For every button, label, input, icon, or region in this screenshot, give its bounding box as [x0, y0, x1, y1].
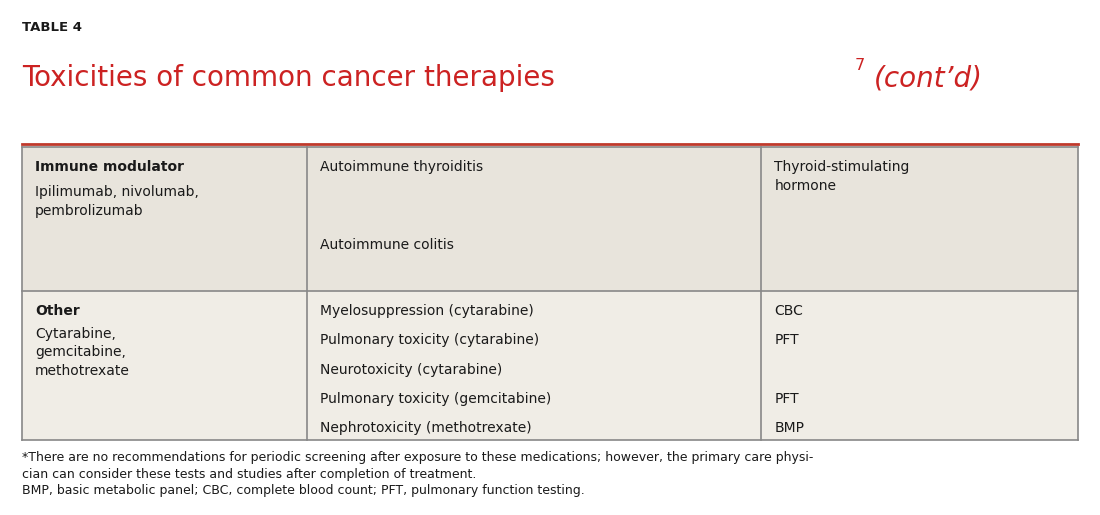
Text: Autoimmune colitis: Autoimmune colitis [320, 238, 454, 252]
Text: BMP, basic metabolic panel; CBC, complete blood count; PFT, pulmonary function t: BMP, basic metabolic panel; CBC, complet… [22, 484, 585, 497]
Text: *There are no recommendations for periodic screening after exposure to these med: *There are no recommendations for period… [22, 451, 813, 480]
Text: BMP: BMP [774, 421, 804, 435]
Text: Toxicities of common cancer therapies: Toxicities of common cancer therapies [22, 64, 554, 92]
Text: Immune modulator: Immune modulator [35, 160, 184, 174]
Text: Pulmonary toxicity (gemcitabine): Pulmonary toxicity (gemcitabine) [320, 392, 551, 406]
Text: 7: 7 [855, 58, 865, 73]
Text: Pulmonary toxicity (cytarabine): Pulmonary toxicity (cytarabine) [320, 333, 539, 347]
Text: Neurotoxicity (cytarabine): Neurotoxicity (cytarabine) [320, 363, 503, 376]
Text: Thyroid-stimulating
hormone: Thyroid-stimulating hormone [774, 160, 910, 193]
Text: Cytarabine,
gemcitabine,
methotrexate: Cytarabine, gemcitabine, methotrexate [35, 327, 130, 379]
Text: PFT: PFT [774, 333, 799, 347]
Text: Other: Other [35, 304, 80, 318]
Bar [22, 147, 1078, 291]
Text: PFT: PFT [774, 392, 799, 406]
Text: CBC: CBC [774, 304, 803, 318]
Text: TABLE 4: TABLE 4 [22, 21, 82, 33]
Text: Myelosuppression (cytarabine): Myelosuppression (cytarabine) [320, 304, 535, 318]
Text: Nephrotoxicity (methotrexate): Nephrotoxicity (methotrexate) [320, 421, 532, 435]
Text: Autoimmune thyroiditis: Autoimmune thyroiditis [320, 160, 483, 174]
Text: (cont’d): (cont’d) [873, 64, 982, 92]
Text: Ipilimumab, nivolumab,
pembrolizumab: Ipilimumab, nivolumab, pembrolizumab [35, 185, 199, 218]
Bar [22, 291, 1078, 440]
